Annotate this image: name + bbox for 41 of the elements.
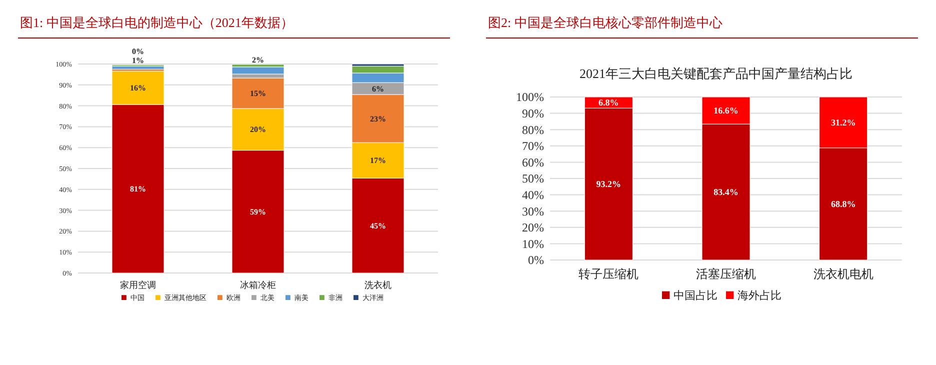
y-tick-label: 50%: [522, 172, 544, 186]
data-label: 68.8%: [830, 199, 856, 210]
y-tick-label: 100%: [516, 90, 544, 104]
chart-subtitle: 2021年三大白电关键配套产品中国产量结构占比: [580, 66, 852, 81]
data-label: 81%: [130, 184, 146, 194]
data-label: 6%: [372, 84, 384, 94]
x-tick-label: 洗衣机: [364, 280, 392, 290]
legend-label: 海外占比: [738, 289, 782, 302]
chart-title: 图2: 中国是全球白电核心零部件制造中心: [488, 15, 722, 30]
x-tick-label: 洗衣机电机: [813, 267, 874, 281]
data-label: 93.2%: [596, 179, 622, 190]
legend-label: 中国占比: [674, 289, 718, 302]
data-label: 6.8%: [598, 98, 619, 108]
data-label: 83.4%: [714, 187, 738, 198]
data-label: 31.2%: [830, 118, 856, 128]
x-tick-label: 活塞压缩机: [696, 267, 756, 281]
x-tick-label: 冰箱冷柜: [240, 280, 276, 290]
y-tick-label: 60%: [522, 155, 544, 170]
y-tick-label: 80%: [522, 122, 544, 137]
data-label: 2%: [252, 55, 264, 64]
y-tick-label: 0%: [528, 253, 544, 268]
x-tick-label: 转子压缩机: [578, 267, 639, 281]
bar: [232, 66, 284, 74]
data-label: 20%: [250, 125, 266, 134]
data-label: 23%: [370, 114, 386, 124]
data-label: 16.6%: [714, 106, 738, 116]
data-label: 16%: [130, 84, 146, 93]
data-label: 45%: [370, 221, 386, 230]
data-label: 17%: [370, 156, 386, 166]
data-label: 1%: [132, 56, 144, 65]
data-label: 0%: [132, 46, 144, 56]
y-tick-label: 70%: [522, 139, 544, 154]
y-tick-label: 40%: [522, 188, 544, 202]
y-tick-label: 10%: [522, 236, 544, 251]
data-label: 15%: [250, 89, 266, 98]
data-label: 59%: [250, 207, 266, 216]
y-tick-label: 30%: [522, 204, 544, 218]
y-tick-label: 20%: [522, 220, 544, 235]
chart-title: 图1: 中国是全球白电的制造中心（2021年数据）: [20, 15, 294, 30]
y-tick-label: 90%: [522, 106, 544, 120]
x-tick-label: 家用空调: [120, 280, 156, 290]
